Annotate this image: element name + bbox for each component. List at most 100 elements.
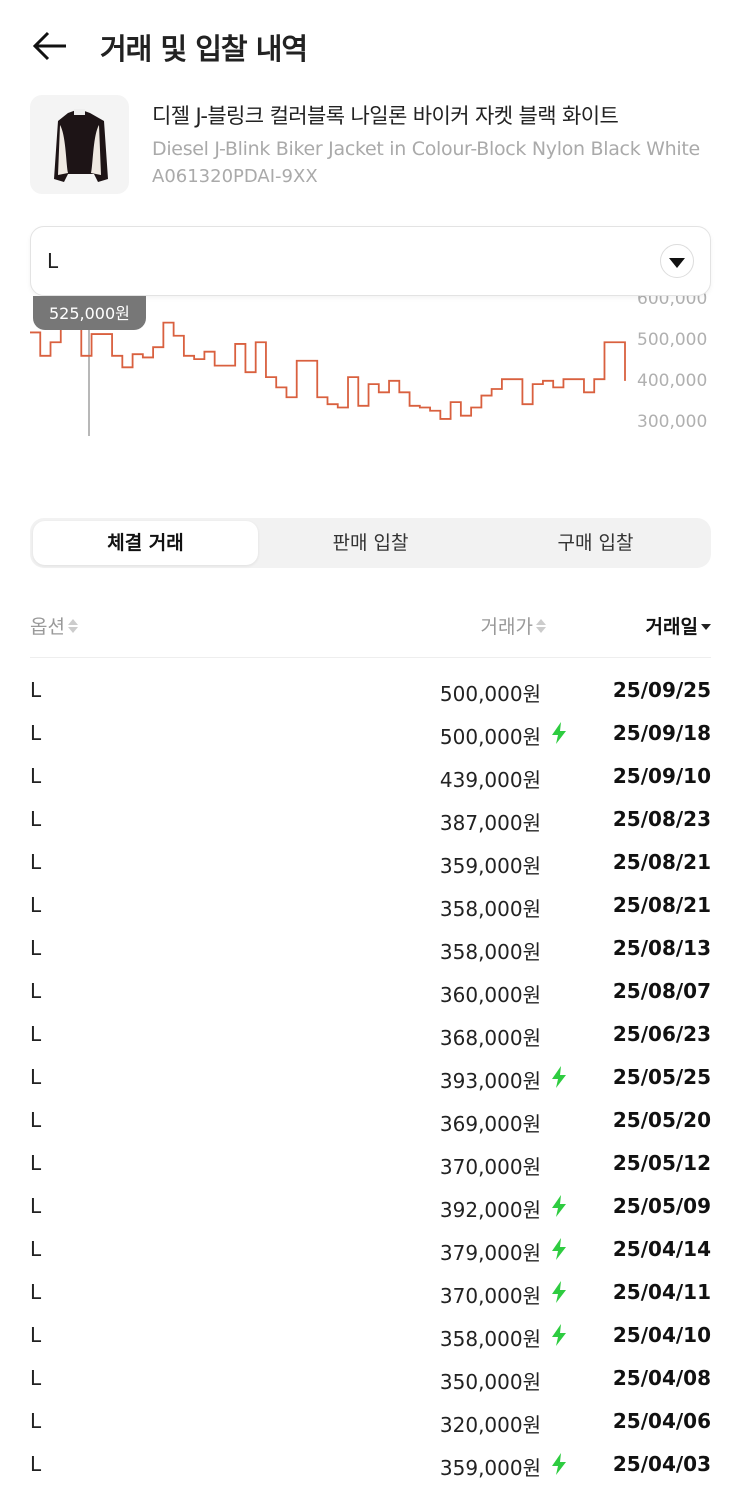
row-option: L [30, 807, 42, 831]
lightning-icon [552, 1238, 566, 1260]
product-name: 디젤 J-블링크 컬러블록 나일론 바이커 자켓 블랙 화이트 [152, 104, 619, 128]
row-price: 392,000원 [439, 1198, 541, 1222]
sort-date-header[interactable]: 거래일 [646, 612, 711, 639]
row-price: 500,000원 [439, 682, 541, 706]
tab-buy-bids[interactable]: 구매 입찰 [557, 532, 634, 554]
table-row: L 320,000원 25/04/06 [30, 1399, 711, 1442]
row-option: L [30, 979, 42, 1003]
table-row: L 368,000원 25/06/23 [30, 1012, 711, 1055]
table-row: L 359,000원 25/04/03 [30, 1442, 711, 1485]
row-price: 358,000원 [439, 897, 541, 921]
sort-price-header[interactable]: 거래가 [481, 612, 546, 639]
chevron-down-icon[interactable] [660, 244, 694, 278]
sort-icon [67, 618, 78, 633]
table-row: L 500,000원 25/09/25 [30, 668, 711, 711]
row-date: 25/08/13 [612, 936, 711, 960]
size-select[interactable]: L [30, 226, 711, 296]
lightning-icon [552, 1066, 566, 1088]
row-date: 25/09/25 [612, 678, 711, 702]
row-option: L [30, 936, 42, 960]
date-header-label: 거래일 [645, 616, 698, 638]
row-date: 25/05/09 [612, 1194, 711, 1218]
row-option: L [30, 1323, 42, 1347]
row-date: 25/05/12 [612, 1151, 711, 1175]
row-option: L [30, 893, 42, 917]
price-line [30, 321, 626, 420]
table-row: L 393,000원 25/05/25 [30, 1055, 711, 1098]
row-price: 358,000원 [439, 1327, 541, 1351]
row-option: L [30, 1237, 42, 1261]
row-option: L [30, 1409, 42, 1433]
y-tick-label: 500,000 [637, 330, 707, 350]
row-price: 350,000원 [439, 1370, 541, 1394]
row-price: 359,000원 [439, 854, 541, 878]
product-name-english: Diesel J-Blink Biker Jacket in Colour-Bl… [152, 138, 700, 160]
table-row: L 370,000원 25/05/12 [30, 1141, 711, 1184]
row-price: 370,000원 [439, 1155, 541, 1179]
product-image [30, 95, 129, 194]
table-row: L 392,000원 25/05/09 [30, 1184, 711, 1227]
table-row: L 379,000원 25/04/14 [30, 1227, 711, 1270]
row-date: 25/05/20 [612, 1108, 711, 1132]
row-price: 360,000원 [439, 983, 541, 1007]
row-date: 25/08/21 [612, 893, 711, 917]
row-date: 25/04/10 [612, 1323, 711, 1347]
row-price: 369,000원 [439, 1112, 541, 1136]
row-option: L [30, 1065, 42, 1089]
tab-bar: 체결 거래 판매 입찰 구매 입찰 [30, 518, 711, 568]
chart-tooltip: 525,000원 [33, 296, 146, 330]
row-price: 379,000원 [439, 1241, 541, 1265]
product-code: A061320PDAI-9XX [152, 166, 318, 187]
row-date: 25/04/08 [612, 1366, 711, 1390]
price-header-label: 거래가 [480, 616, 533, 638]
lightning-icon [552, 1281, 566, 1303]
row-price: 359,000원 [439, 1456, 541, 1480]
row-date: 25/09/18 [612, 721, 711, 745]
sort-desc-icon [701, 622, 711, 630]
row-option: L [30, 764, 42, 788]
row-date: 25/08/07 [612, 979, 711, 1003]
tab-completed-trades[interactable]: 체결 거래 [33, 521, 258, 565]
table-row: L 387,000원 25/08/23 [30, 797, 711, 840]
row-price: 370,000원 [439, 1284, 541, 1308]
table-row: L 350,000원 25/04/08 [30, 1356, 711, 1399]
row-date: 25/04/14 [612, 1237, 711, 1261]
row-price: 358,000원 [439, 940, 541, 964]
row-option: L [30, 850, 42, 874]
row-option: L [30, 1194, 42, 1218]
y-tick-label: 300,000 [637, 412, 707, 432]
row-option: L [30, 1022, 42, 1046]
row-price: 387,000원 [439, 811, 541, 835]
lightning-icon [552, 1324, 566, 1346]
page-title: 거래 및 입찰 내역 [100, 32, 308, 66]
row-option: L [30, 1108, 42, 1132]
sort-option-header[interactable]: 옵션 [30, 612, 78, 639]
y-tick-label: 400,000 [637, 371, 707, 391]
row-date: 25/09/10 [612, 764, 711, 788]
row-date: 25/04/03 [612, 1452, 711, 1476]
row-option: L [30, 1151, 42, 1175]
table-row: L 358,000원 25/08/21 [30, 883, 711, 926]
row-option: L [30, 1366, 42, 1390]
tab-sell-bids[interactable]: 판매 입찰 [332, 532, 409, 554]
row-price: 439,000원 [439, 768, 541, 792]
row-option: L [30, 1280, 42, 1304]
size-select-value: L [47, 249, 59, 273]
table-row: L 359,000원 25/08/21 [30, 840, 711, 883]
arrow-left-icon[interactable] [30, 26, 70, 66]
row-price: 500,000원 [439, 725, 541, 749]
table-row: L 360,000원 25/08/07 [30, 969, 711, 1012]
option-header-label: 옵션 [30, 616, 65, 638]
row-date: 25/05/25 [612, 1065, 711, 1089]
table-header: 옵션 거래가 거래일 [30, 610, 711, 658]
row-price: 368,000원 [439, 1026, 541, 1050]
row-date: 25/06/23 [612, 1022, 711, 1046]
row-date: 25/08/23 [612, 807, 711, 831]
row-option: L [30, 1452, 42, 1476]
row-price: 393,000원 [439, 1069, 541, 1093]
table-row: L 500,000원 25/09/18 [30, 711, 711, 754]
row-date: 25/04/06 [612, 1409, 711, 1433]
lightning-icon [552, 722, 566, 744]
table-row: L 358,000원 25/04/10 [30, 1313, 711, 1356]
